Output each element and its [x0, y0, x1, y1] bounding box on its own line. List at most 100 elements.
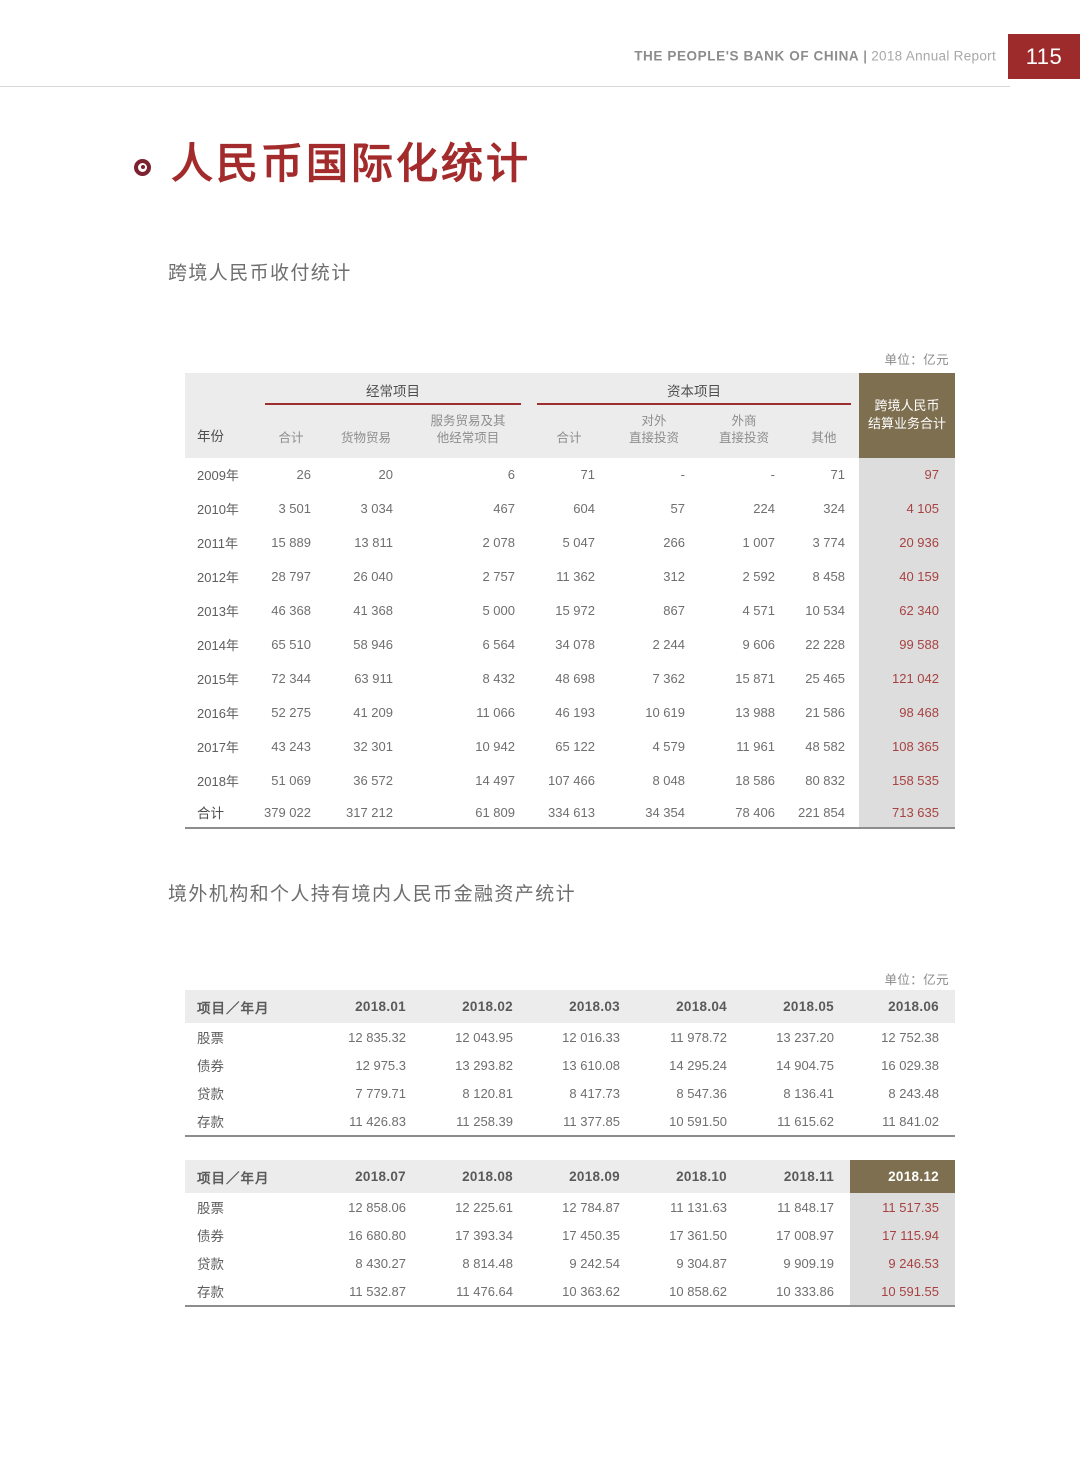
cell-value: 17 393.34 [455, 1227, 513, 1243]
cell-value: 10 591.55 [850, 1277, 955, 1305]
row-label: 2016年 [197, 706, 239, 721]
cell-c_total: 28 797 [271, 569, 311, 584]
cell-odi: 266 [663, 535, 685, 550]
cell-value: 11 978.72 [670, 1029, 727, 1045]
th-month-2018.11: 2018.11 [743, 1160, 850, 1193]
table3-header-row: 项目／年月 2018.07 2018.08 2018.09 2018.10 2018.11… [185, 1160, 955, 1193]
table2-bottom-rule [185, 1135, 955, 1137]
table3-header: 项目／年月 2018.07 2018.08 2018.09 2018.10 2018.11… [185, 1160, 955, 1193]
th-month-2018.08: 2018.08 [422, 1160, 529, 1193]
th-month-2018.09: 2018.09 [529, 1160, 636, 1193]
cell-value: 16 680.80 [348, 1227, 406, 1243]
cell-other: 48 582 [805, 739, 845, 754]
cell-c_total: 46 368 [271, 603, 311, 618]
cell-value: 11 848.17 [777, 1199, 834, 1215]
th-grand-total-line1: 跨境人民币 [874, 398, 940, 414]
header-bank-name: THE PEOPLE'S BANK OF CHINA [634, 48, 860, 64]
cell-value: 17 361.50 [669, 1227, 727, 1243]
cell-grand-total: 713 635 [859, 797, 955, 827]
cell-other: 25 465 [805, 671, 845, 686]
cell-other: 8 458 [812, 569, 845, 584]
cell-goods: 36 572 [353, 773, 393, 788]
page-title: 人民币国际化统计 [171, 140, 532, 187]
page-header: THE PEOPLE'S BANK OF CHINA | 2018 Annual R… [0, 0, 1080, 92]
cell-odi: 867 [663, 603, 685, 618]
cell-value: 16 029.38 [881, 1057, 939, 1073]
row-label: 存款 [197, 1285, 224, 1300]
cell-value: 10 858.62 [669, 1283, 727, 1299]
table-row: 2014年 65 510 58 946 6 564 34 078 2 244 9 606 22… [185, 627, 955, 662]
cell-other: 221 854 [798, 804, 845, 820]
table-row: 2012年 28 797 26 040 2 757 11 362 312 2 592 8 45… [185, 559, 955, 594]
page-title-block: 人民币国际化统计 [134, 143, 531, 185]
cell-other: 71 [830, 467, 845, 482]
cell-value: 11 615.62 [777, 1113, 834, 1129]
cell-value: 17 115.94 [850, 1221, 955, 1249]
cell-value: 8 430.27 [355, 1255, 406, 1271]
cell-value: 13 237.20 [776, 1029, 834, 1045]
page-number-badge: 115 [1008, 34, 1080, 79]
cell-goods: 32 301 [353, 739, 393, 754]
table-row: 贷款 8 430.27 8 814.48 9 242.54 9 304.87 9 909.… [185, 1249, 955, 1277]
cell-value: 9 242.54 [569, 1255, 620, 1271]
th-grand-total-highlight: 跨境人民币 结算业务合计 [859, 373, 955, 458]
cell-other: 22 228 [805, 637, 845, 652]
th-month-2018.03: 2018.03 [529, 990, 636, 1023]
cell-k_total: 11 362 [556, 569, 595, 584]
group-rule-capital [529, 403, 859, 405]
th-month-2018.01: 2018.01 [315, 990, 422, 1023]
cell-grand-total: 99 588 [859, 627, 955, 662]
cell-value: 12 043.95 [455, 1029, 513, 1045]
row-label: 2015年 [197, 672, 239, 687]
th-month-2018.12: 2018.12 [850, 1160, 955, 1193]
cell-c_total: 15 889 [271, 535, 311, 550]
row-label: 股票 [197, 1031, 224, 1046]
cell-value: 11 377.85 [563, 1113, 620, 1129]
cell-value: 11 517.35 [850, 1193, 955, 1221]
table1-bottom-rule [185, 826, 955, 829]
cell-services: 11 066 [476, 705, 515, 720]
row-label: 2017年 [197, 740, 239, 755]
table-row: 2015年 72 344 63 911 8 432 48 698 7 362 15 871 2… [185, 661, 955, 696]
th-month-2018.10: 2018.10 [636, 1160, 743, 1193]
row-label: 2012年 [197, 570, 239, 585]
row-label: 贷款 [197, 1257, 224, 1272]
table-row: 债券 16 680.80 17 393.34 17 450.35 17 361.50 17… [185, 1221, 955, 1249]
cell-value: 12 016.33 [562, 1029, 620, 1045]
cell-grand-total: 40 159 [859, 559, 955, 594]
cell-fdi: 2 592 [742, 569, 775, 584]
cell-odi: 8 048 [652, 773, 685, 788]
cell-odi: 34 354 [645, 804, 685, 820]
cell-value: 9 909.19 [783, 1255, 834, 1271]
cell-k_total: 5 047 [562, 535, 595, 550]
cell-value: 8 547.36 [676, 1085, 727, 1101]
cell-grand-total: 20 936 [859, 525, 955, 560]
row-label: 存款 [197, 1115, 224, 1130]
cell-value: 8 243.48 [888, 1085, 939, 1101]
th-current-total: 合计 [257, 404, 325, 458]
th-grand-total-line2: 结算业务合计 [867, 416, 946, 432]
cell-odi: 7 362 [652, 671, 685, 686]
th-group-capital-account: 资本项目 [529, 373, 859, 403]
cell-c_total: 72 344 [271, 671, 311, 686]
cell-c_total: 379 022 [264, 804, 311, 820]
table3-bottom-rule [185, 1305, 955, 1307]
table-row: 2011年 15 889 13 811 2 078 5 047 266 1 007 3 774… [185, 525, 955, 560]
cell-fdi: 224 [753, 501, 775, 516]
th-outward-direct-investment: 对外 直接投资 [609, 404, 699, 458]
th-goods-trade: 货物贸易 [325, 404, 407, 458]
th-month-2018.07: 2018.07 [315, 1160, 422, 1193]
cell-c_total: 51 069 [271, 773, 311, 788]
cell-goods: 63 911 [354, 671, 393, 686]
table1-group-rule-row [185, 403, 955, 405]
cell-value: 11 258.39 [456, 1113, 513, 1129]
cell-k_total: 604 [573, 501, 595, 516]
cell-value: 8 417.73 [569, 1085, 620, 1101]
cell-services: 10 942 [475, 739, 515, 754]
unit-label-table1: 单位：亿元 [884, 353, 949, 367]
table-row: 2013年 46 368 41 368 5 000 15 972 867 4 571 10 5… [185, 593, 955, 628]
table-offshore-assets-second-half: 项目／年月 2018.07 2018.08 2018.09 2018.10 2018.11… [185, 1160, 955, 1307]
cell-k_total: 48 698 [555, 671, 595, 686]
cell-services: 8 432 [482, 671, 515, 686]
section-heading-cross-border: 跨境人民币收付统计 [168, 263, 352, 284]
